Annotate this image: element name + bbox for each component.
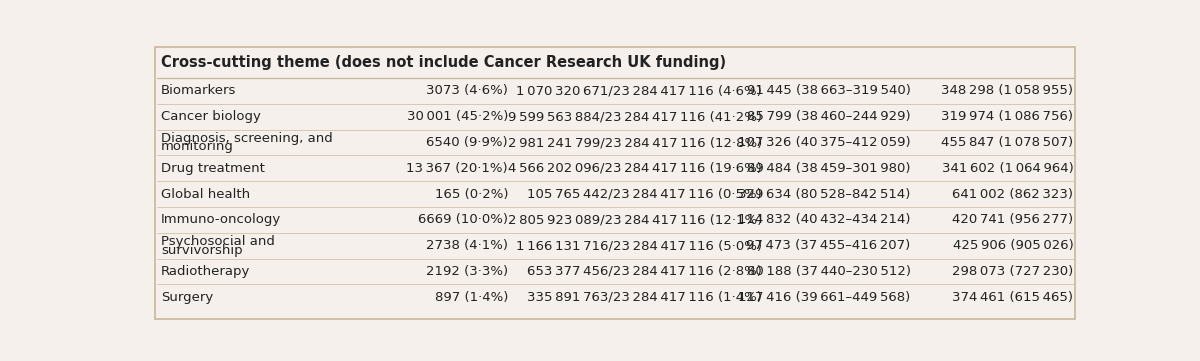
Text: 9 599 563 884/23 284 417 116 (41·2%): 9 599 563 884/23 284 417 116 (41·2%): [508, 110, 762, 123]
Text: 319 974 (1 086 756): 319 974 (1 086 756): [942, 110, 1074, 123]
Text: 641 002 (862 323): 641 002 (862 323): [953, 188, 1074, 201]
Text: 107 326 (40 375–412 059): 107 326 (40 375–412 059): [738, 136, 911, 149]
Text: Radiotherapy: Radiotherapy: [161, 265, 251, 278]
Text: 329 634 (80 528–842 514): 329 634 (80 528–842 514): [738, 188, 911, 201]
Text: 80 188 (37 440–230 512): 80 188 (37 440–230 512): [746, 265, 911, 278]
Text: 420 741 (956 277): 420 741 (956 277): [953, 213, 1074, 226]
Text: 117 416 (39 661–449 568): 117 416 (39 661–449 568): [738, 291, 911, 304]
Text: 30 001 (45·2%): 30 001 (45·2%): [407, 110, 508, 123]
Text: 6540 (9·9%): 6540 (9·9%): [426, 136, 508, 149]
Text: 455 847 (1 078 507): 455 847 (1 078 507): [941, 136, 1074, 149]
Text: 348 298 (1 058 955): 348 298 (1 058 955): [942, 84, 1074, 97]
Text: Diagnosis, screening, and: Diagnosis, screening, and: [161, 132, 332, 145]
Text: survivorship: survivorship: [161, 244, 242, 257]
Text: 298 073 (727 230): 298 073 (727 230): [953, 265, 1074, 278]
Text: Cancer biology: Cancer biology: [161, 110, 262, 123]
Text: Global health: Global health: [161, 188, 251, 201]
Text: 341 602 (1 064 964): 341 602 (1 064 964): [942, 162, 1074, 175]
Text: 2 805 923 089/23 284 417 116 (12·1%): 2 805 923 089/23 284 417 116 (12·1%): [508, 213, 762, 226]
Text: 4 566 202 096/23 284 417 116 (19·6%): 4 566 202 096/23 284 417 116 (19·6%): [508, 162, 762, 175]
Text: 13 367 (20·1%): 13 367 (20·1%): [407, 162, 508, 175]
Text: 1 070 320 671/23 284 417 116 (4·6%): 1 070 320 671/23 284 417 116 (4·6%): [516, 84, 762, 97]
Text: 1 166 131 716/23 284 417 116 (5·0%): 1 166 131 716/23 284 417 116 (5·0%): [516, 239, 762, 252]
Text: 2192 (3·3%): 2192 (3·3%): [426, 265, 508, 278]
Text: 3073 (4·6%): 3073 (4·6%): [426, 84, 508, 97]
Text: Biomarkers: Biomarkers: [161, 84, 236, 97]
Text: 91 445 (38 663–319 540): 91 445 (38 663–319 540): [746, 84, 911, 97]
Text: 85 799 (38 460–244 929): 85 799 (38 460–244 929): [748, 110, 911, 123]
Text: Surgery: Surgery: [161, 291, 214, 304]
Text: 6669 (10·0%): 6669 (10·0%): [418, 213, 508, 226]
Text: 165 (0·2%): 165 (0·2%): [434, 188, 508, 201]
Text: 374 461 (615 465): 374 461 (615 465): [953, 291, 1074, 304]
Text: 2 981 241 799/23 284 417 116 (12·8%): 2 981 241 799/23 284 417 116 (12·8%): [508, 136, 762, 149]
Text: 89 484 (38 459–301 980): 89 484 (38 459–301 980): [748, 162, 911, 175]
Text: 114 832 (40 432–434 214): 114 832 (40 432–434 214): [738, 213, 911, 226]
Text: 335 891 763/23 284 417 116 (1·4%): 335 891 763/23 284 417 116 (1·4%): [527, 291, 762, 304]
Text: 425 906 (905 026): 425 906 (905 026): [953, 239, 1074, 252]
Text: monitoring: monitoring: [161, 140, 234, 153]
Text: Drug treatment: Drug treatment: [161, 162, 265, 175]
Text: Cross-cutting theme (does not include Cancer Research UK funding): Cross-cutting theme (does not include Ca…: [161, 55, 726, 70]
Text: 105 765 442/23 284 417 116 (0·5%): 105 765 442/23 284 417 116 (0·5%): [527, 188, 762, 201]
Text: 653 377 456/23 284 417 116 (2·8%): 653 377 456/23 284 417 116 (2·8%): [527, 265, 762, 278]
Text: Immuno-oncology: Immuno-oncology: [161, 213, 282, 226]
FancyBboxPatch shape: [155, 48, 1075, 318]
Text: 97 473 (37 455–416 207): 97 473 (37 455–416 207): [746, 239, 911, 252]
Text: Psychosocial and: Psychosocial and: [161, 235, 275, 248]
Text: 897 (1·4%): 897 (1·4%): [434, 291, 508, 304]
Text: 2738 (4·1%): 2738 (4·1%): [426, 239, 508, 252]
